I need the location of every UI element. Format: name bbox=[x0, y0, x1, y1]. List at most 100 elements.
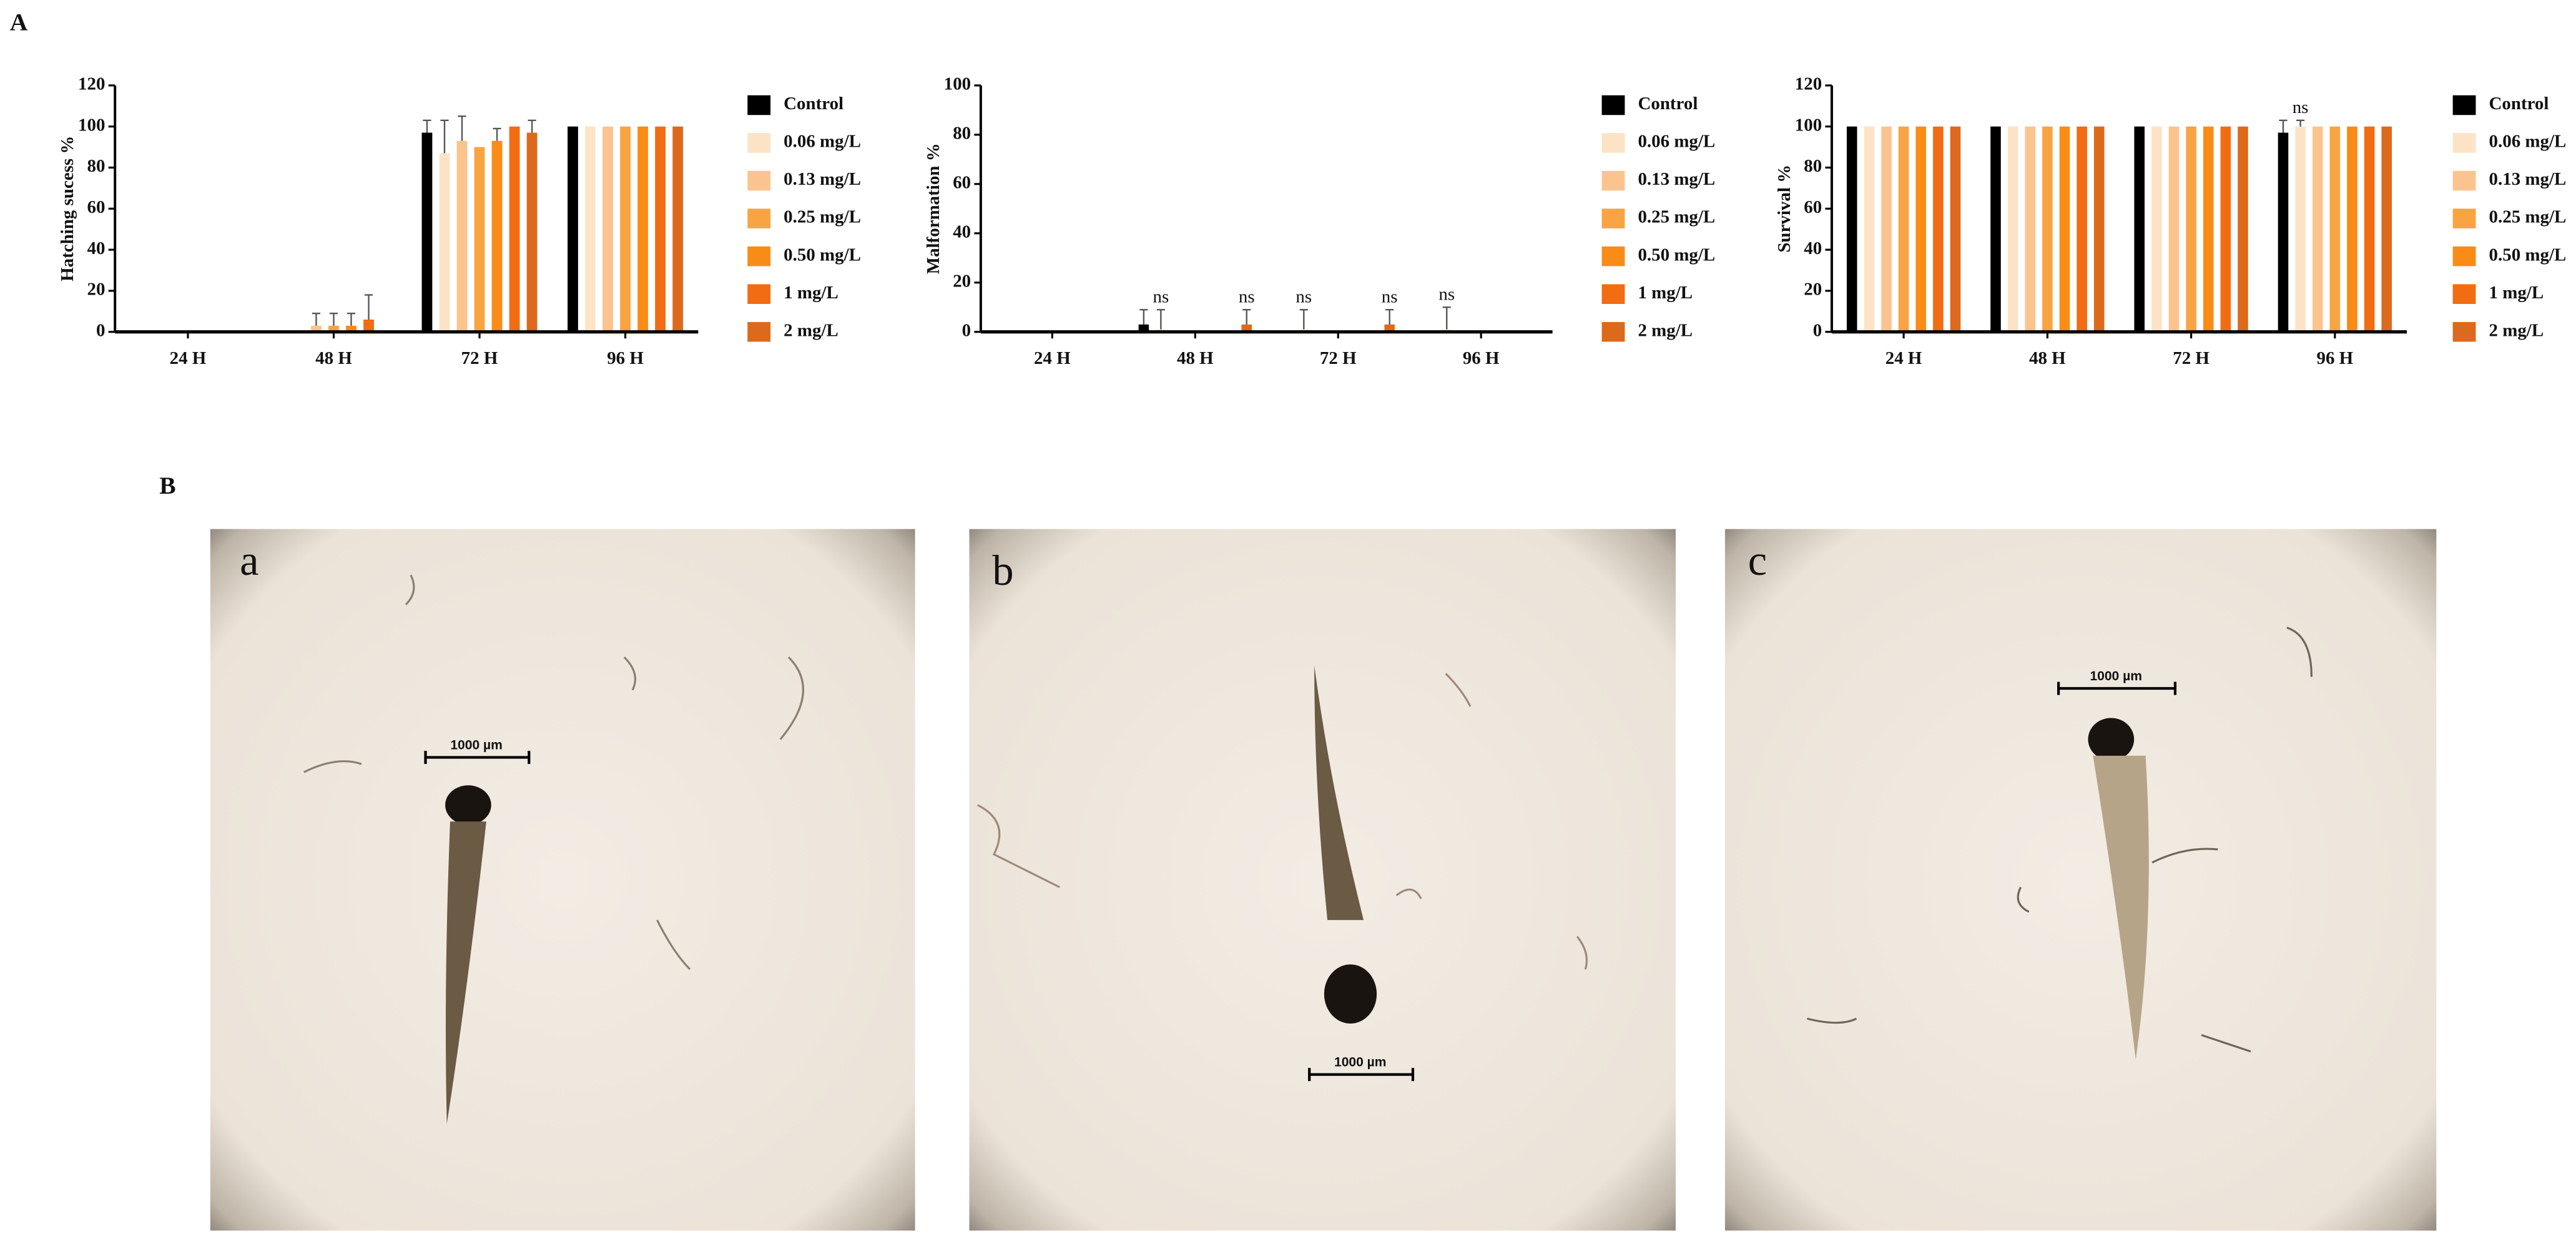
bar bbox=[1950, 126, 1961, 332]
legend-label: 2 mg/L bbox=[2489, 320, 2544, 340]
legend-swatch bbox=[1601, 208, 1625, 228]
bar bbox=[655, 126, 666, 332]
bar bbox=[2203, 126, 2214, 332]
bar bbox=[2347, 126, 2357, 332]
bar bbox=[1990, 126, 2001, 332]
panel-label: A bbox=[10, 9, 28, 36]
legend-swatch bbox=[747, 246, 771, 267]
y-tick-label: 120 bbox=[1795, 74, 1822, 94]
debris bbox=[976, 673, 1588, 970]
legend-label: 0.50 mg/L bbox=[784, 245, 861, 265]
x-tick-label: 96 H bbox=[2317, 348, 2354, 368]
bar bbox=[2093, 126, 2105, 332]
legend-label: 0.13 mg/L bbox=[1638, 169, 1715, 189]
bar bbox=[2329, 126, 2341, 332]
bar bbox=[439, 153, 450, 332]
legend-label: 2 mg/L bbox=[1638, 320, 1693, 340]
legend-label: 0.50 mg/L bbox=[1638, 245, 1715, 265]
bar bbox=[1881, 126, 1892, 332]
photo-background bbox=[210, 529, 915, 1231]
image-label: c bbox=[1748, 537, 1767, 584]
legend-label: 0.06 mg/L bbox=[2489, 132, 2567, 152]
bar bbox=[2295, 126, 2306, 332]
bar bbox=[602, 126, 613, 332]
bar bbox=[2077, 126, 2087, 332]
y-tick-label: 20 bbox=[87, 280, 105, 300]
annotation: ns bbox=[1153, 286, 1169, 306]
x-tick-label: 48 H bbox=[2029, 348, 2066, 368]
legend-swatch bbox=[2452, 170, 2476, 191]
bar bbox=[568, 126, 578, 332]
bar bbox=[1241, 324, 1252, 332]
bar bbox=[363, 320, 374, 332]
bar bbox=[456, 140, 468, 332]
bar bbox=[1846, 126, 1857, 332]
x-tick-label: 72 H bbox=[1320, 348, 1357, 368]
bar bbox=[509, 126, 520, 332]
scale-label: 1000 µm bbox=[1334, 1055, 1386, 1070]
panel-label: B bbox=[159, 472, 175, 499]
legend-swatch bbox=[1601, 95, 1625, 115]
x-tick-label: 72 H bbox=[461, 348, 498, 368]
y-tick-label: 100 bbox=[78, 115, 105, 135]
y-tick-label: 40 bbox=[1804, 238, 1822, 258]
bar bbox=[2381, 126, 2392, 332]
larva-body bbox=[445, 821, 486, 1124]
y-tick-label: 0 bbox=[1813, 320, 1822, 340]
annotation: ns bbox=[1438, 284, 1455, 304]
x-tick-label: 24 H bbox=[170, 348, 207, 368]
bar bbox=[2151, 126, 2162, 332]
photo: 1000 µm b bbox=[969, 529, 1676, 1231]
bar bbox=[421, 132, 433, 332]
annotation: ns bbox=[1295, 286, 1312, 306]
bar bbox=[2042, 126, 2053, 332]
scale-label: 1000 µm bbox=[2090, 669, 2141, 683]
legend-swatch bbox=[747, 95, 771, 115]
annotation: ns bbox=[1382, 286, 1398, 306]
photo-background bbox=[969, 529, 1676, 1231]
y-tick-label: 0 bbox=[96, 320, 105, 340]
bar bbox=[1138, 324, 1149, 332]
legend-label: 0.06 mg/L bbox=[784, 132, 861, 152]
larva-body bbox=[2093, 755, 2149, 1060]
legend-swatch bbox=[747, 284, 771, 304]
y-tick-label: 40 bbox=[953, 222, 971, 242]
bar bbox=[2312, 126, 2323, 332]
x-tick-label: 72 H bbox=[2173, 348, 2210, 368]
legend-swatch bbox=[2452, 208, 2476, 228]
bar bbox=[1898, 126, 1909, 332]
bar bbox=[2186, 126, 2196, 332]
legend-swatch bbox=[1601, 321, 1625, 342]
bar bbox=[1384, 324, 1395, 332]
bar bbox=[1915, 126, 1927, 332]
legend-label: 0.13 mg/L bbox=[784, 169, 861, 189]
bar bbox=[1864, 126, 1875, 332]
y-tick-label: 100 bbox=[944, 74, 971, 94]
larva-body bbox=[1314, 665, 1364, 921]
bar bbox=[672, 126, 684, 332]
x-tick-label: 96 H bbox=[1463, 348, 1500, 368]
legend-label: 0.25 mg/L bbox=[2489, 207, 2567, 227]
bar bbox=[637, 126, 648, 332]
y-tick-label: 40 bbox=[87, 238, 105, 258]
bar bbox=[2220, 126, 2231, 332]
bar bbox=[2168, 126, 2180, 332]
legend-label: 1 mg/L bbox=[1638, 283, 1693, 303]
y-axis-label: Hatching sucess % bbox=[57, 136, 77, 281]
legend-label: 1 mg/L bbox=[784, 283, 838, 303]
bar bbox=[585, 126, 596, 332]
y-tick-label: 60 bbox=[1804, 197, 1822, 217]
legend-swatch bbox=[1601, 284, 1625, 304]
y-tick-label: 20 bbox=[953, 271, 971, 291]
legend-label: 0.25 mg/L bbox=[1638, 207, 1715, 227]
legend-swatch bbox=[1601, 170, 1625, 191]
legend-swatch bbox=[747, 321, 771, 342]
x-tick-label: 24 H bbox=[1034, 348, 1071, 368]
legend-swatch bbox=[2452, 95, 2476, 115]
larva-head bbox=[2088, 718, 2135, 761]
legend-label: 0.25 mg/L bbox=[784, 207, 861, 227]
bar bbox=[2134, 126, 2145, 332]
bar bbox=[2238, 126, 2248, 332]
annotation: ns bbox=[2293, 97, 2309, 117]
